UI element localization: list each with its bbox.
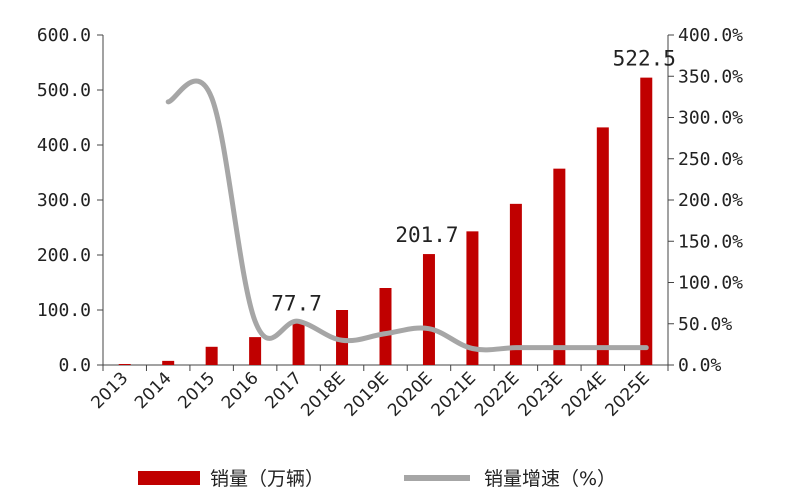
bar [249, 337, 262, 365]
right-axis: 0.0% 50.0% 100.0% 150.0% 200.0% 250.0% 300.0% 3… [667, 25, 743, 376]
x-axis-tick-label: 2018E [297, 368, 349, 420]
right-axis-tick-label: 50.0% [678, 314, 732, 335]
bar [640, 77, 653, 365]
bar [596, 127, 609, 366]
left-axis-tick-label: 200.0 [37, 245, 91, 266]
x-axis-tick-label: 2013 [88, 368, 133, 413]
left-axis-tick-label: 600.0 [37, 25, 91, 46]
right-axis-tick-label: 250.0% [678, 149, 743, 170]
bar [553, 168, 566, 365]
x-axis-tick-label: 2024E [558, 368, 610, 420]
data-label: 77.7 [271, 291, 322, 315]
right-axis-tick-label: 200.0% [678, 190, 743, 211]
right-axis-tick-label: 400.0% [678, 25, 743, 46]
bar [466, 231, 479, 365]
right-axis-tick-label: 100.0% [678, 273, 743, 294]
legend: 销量（万辆） 销量增速（%） [138, 468, 616, 490]
x-axis-tick-label: 2021E [428, 368, 480, 420]
growth-line [165, 78, 649, 353]
bar-series [118, 77, 653, 366]
legend-label-growth: 销量增速（%） [484, 468, 616, 490]
x-axis-tick-label: 2014 [131, 368, 176, 413]
bar [292, 322, 305, 365]
x-axis-tick-label: 2020E [384, 368, 436, 420]
right-axis-tick-label: 150.0% [678, 231, 743, 252]
x-axis-tick-label: 2023E [515, 368, 567, 420]
right-axis-tick-label: 350.0% [678, 66, 743, 87]
right-axis-tick-label: 0.0% [678, 355, 722, 376]
left-axis-tick-label: 500.0 [37, 80, 91, 101]
data-labels: 77.7 201.7 522.5 [271, 47, 676, 316]
bar [422, 254, 435, 365]
x-axis-tick-label: 2016 [218, 368, 263, 413]
legend-swatch-sales [138, 471, 200, 485]
x-axis-tick-label: 2022E [471, 368, 523, 420]
left-axis-tick-label: 0.0 [58, 355, 91, 376]
x-axis-tick-label: 2025E [601, 368, 653, 420]
line-series [165, 78, 649, 353]
bar [162, 360, 175, 365]
bar [379, 288, 392, 365]
legend-label-sales: 销量（万辆） [210, 468, 324, 490]
data-label: 522.5 [613, 47, 676, 71]
bar [205, 346, 218, 365]
left-axis-tick-label: 400.0 [37, 135, 91, 156]
left-axis: 0.0 100.0 200.0 300.0 400.0 500.0 600.0 [37, 25, 104, 376]
bar [509, 203, 522, 365]
bar [336, 310, 349, 365]
data-label: 201.7 [395, 223, 458, 247]
left-axis-tick-label: 300.0 [37, 190, 91, 211]
x-axis-tick-label: 2015 [174, 368, 219, 413]
x-axis: 201320142015201620172018E2019E2020E2021E… [88, 364, 669, 421]
bar [118, 364, 131, 365]
right-axis-tick-label: 300.0% [678, 108, 743, 129]
left-axis-tick-label: 100.0 [37, 300, 91, 321]
x-axis-tick-label: 2019E [341, 368, 393, 420]
